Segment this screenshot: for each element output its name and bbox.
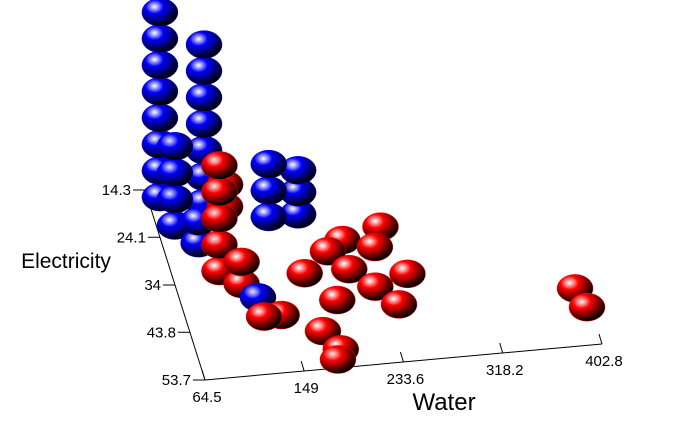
point <box>141 77 179 106</box>
point <box>245 302 283 331</box>
point <box>357 272 394 301</box>
point <box>185 83 223 112</box>
y-tick-label: 43.8 <box>147 324 176 341</box>
x-tick-label: 149 <box>294 380 319 397</box>
point <box>141 0 179 27</box>
x-tick <box>300 360 305 372</box>
point <box>185 109 223 139</box>
point <box>156 132 194 161</box>
axes: 64.5 149 233.6 318.2 402.8 14.3 24.1 34 43.8 53.7 <box>102 182 623 406</box>
point <box>389 259 426 289</box>
y-tick-label: 53.7 <box>162 372 191 389</box>
point <box>331 254 368 284</box>
point <box>141 103 179 133</box>
point <box>185 56 223 86</box>
x-tick-label: 233.6 <box>387 371 425 388</box>
x-tick <box>499 342 504 354</box>
points <box>141 0 606 374</box>
point <box>319 345 357 374</box>
x-tick <box>201 369 206 381</box>
y-tick-label: 34 <box>144 277 161 294</box>
point <box>356 232 394 262</box>
x-axis-line <box>204 343 603 381</box>
point <box>156 158 194 187</box>
y-tick-label: 14.3 <box>102 182 131 199</box>
point <box>250 176 288 205</box>
x-tick-label: 318.2 <box>486 362 524 379</box>
point <box>319 285 356 315</box>
point <box>223 247 260 277</box>
point <box>250 202 288 232</box>
x-axis-title: Water <box>412 389 475 416</box>
point <box>156 184 194 214</box>
x-tick <box>598 333 603 345</box>
point <box>250 149 288 179</box>
x-tick-label: 64.5 <box>192 389 221 406</box>
point <box>568 292 606 322</box>
x-tick-label: 402.8 <box>585 353 623 370</box>
point <box>380 290 418 319</box>
point <box>309 237 347 266</box>
point <box>141 50 179 80</box>
point <box>201 151 238 180</box>
point <box>185 30 223 59</box>
y-axis-title: Electricity <box>21 250 111 273</box>
point <box>141 24 179 53</box>
point <box>201 203 238 233</box>
x-tick <box>399 351 404 363</box>
point <box>201 177 238 207</box>
point <box>286 258 323 288</box>
y-tick-label: 24.1 <box>117 229 146 246</box>
